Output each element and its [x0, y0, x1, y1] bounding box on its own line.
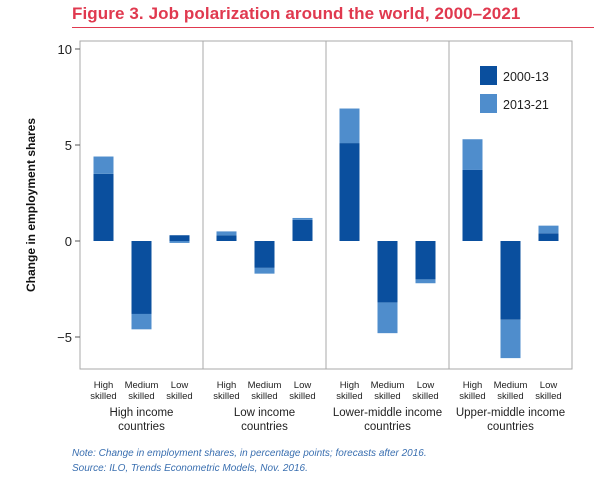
figure-title: Figure 3. Job polarization around the wo… — [72, 4, 521, 23]
category-label: skilled — [497, 391, 523, 402]
y-tick-label: −5 — [57, 330, 72, 345]
bar-2013-21 — [169, 241, 190, 243]
bar-2013-21 — [216, 231, 237, 236]
group-label: Upper-middle income — [456, 407, 565, 419]
bar-2013-21 — [292, 217, 313, 220]
category-label: skilled — [412, 391, 438, 402]
category-label: Low — [417, 380, 435, 391]
category-label: skilled — [289, 391, 315, 402]
category-label: skilled — [90, 391, 116, 402]
category-label: Low — [294, 380, 312, 391]
category-label: skilled — [535, 391, 561, 402]
category-label: skilled — [166, 391, 192, 402]
bar-2013-21 — [415, 279, 436, 284]
legend-label-2013-21: 2013-21 — [503, 98, 549, 112]
category-label: skilled — [336, 391, 362, 402]
bar-2000-13 — [339, 143, 360, 241]
bar-2000-13 — [216, 235, 237, 241]
bar-2000-13 — [377, 241, 398, 303]
y-axis-label: Change in employment shares — [24, 118, 38, 292]
category-label: High — [94, 380, 114, 391]
bar-2013-21 — [462, 139, 483, 170]
figure-note: Note: Change in employment shares, in pe… — [72, 448, 427, 459]
group-label: countries — [118, 421, 165, 433]
y-tick-label: 0 — [65, 234, 72, 249]
bar-2000-13 — [500, 241, 521, 320]
category-label: Medium — [248, 380, 282, 391]
category-label: skilled — [128, 391, 154, 402]
group-label: countries — [241, 421, 288, 433]
bar-2013-21 — [377, 302, 398, 334]
category-label: High — [340, 380, 360, 391]
bar-2000-13 — [93, 173, 114, 241]
bar-2000-13 — [462, 169, 483, 241]
category-label: skilled — [213, 391, 239, 402]
bar-2013-21 — [500, 319, 521, 359]
title-rule — [72, 27, 594, 28]
bar-2013-21 — [538, 225, 559, 234]
bar-2000-13 — [538, 233, 559, 241]
category-label: Low — [540, 380, 558, 391]
bar-2013-21 — [93, 156, 114, 174]
group-label: countries — [364, 421, 411, 433]
bar-2000-13 — [415, 241, 436, 280]
bar-2013-21 — [339, 108, 360, 144]
bar-2013-21 — [131, 313, 152, 330]
y-tick-label: 5 — [65, 138, 72, 153]
category-label: skilled — [459, 391, 485, 402]
group-label: Low income — [234, 407, 295, 419]
legend-swatch-2000-13 — [480, 66, 497, 85]
bar-2013-21 — [254, 267, 275, 274]
category-label: skilled — [251, 391, 277, 402]
category-label: Medium — [125, 380, 159, 391]
y-tick-label: 10 — [58, 42, 72, 57]
category-label: Low — [171, 380, 189, 391]
bar-2000-13 — [169, 235, 190, 241]
category-label: High — [463, 380, 483, 391]
group-label: Lower-middle income — [333, 407, 442, 419]
legend-label-2000-13: 2000-13 — [503, 70, 549, 84]
group-label: countries — [487, 421, 534, 433]
figure-source: Source: ILO, Trends Econometric Models, … — [72, 463, 308, 474]
category-label: skilled — [374, 391, 400, 402]
category-label: Medium — [371, 380, 405, 391]
group-label: High income — [110, 407, 174, 419]
bar-2000-13 — [254, 241, 275, 268]
category-label: Medium — [494, 380, 528, 391]
bar-2000-13 — [292, 219, 313, 241]
legend-swatch-2013-21 — [480, 94, 497, 113]
bar-2000-13 — [131, 241, 152, 314]
category-label: High — [217, 380, 237, 391]
